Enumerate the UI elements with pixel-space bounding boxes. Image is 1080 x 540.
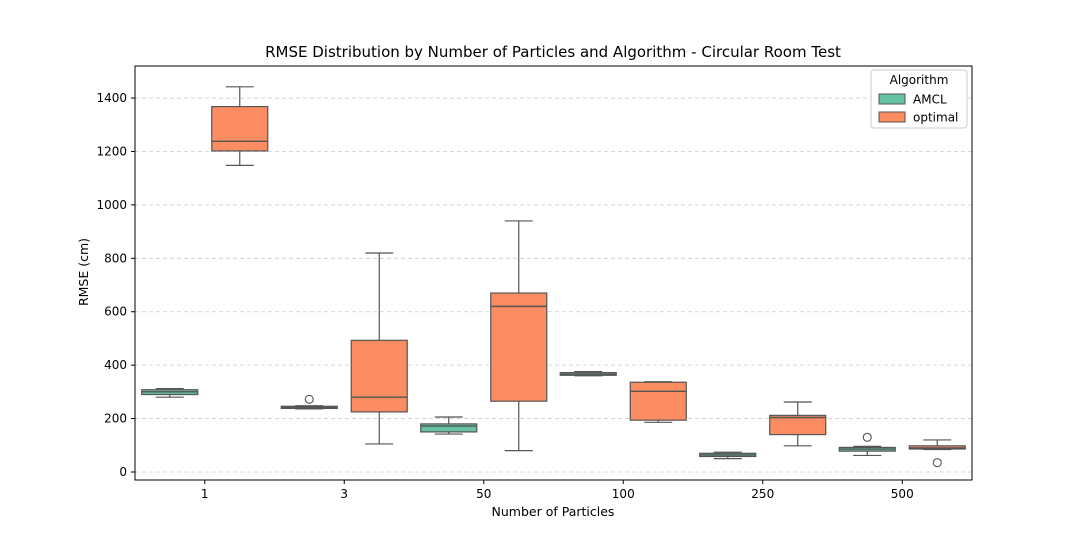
outlier-0	[304, 394, 314, 404]
outlier-0	[932, 458, 942, 468]
iqr-box	[211, 105, 269, 152]
boxes	[141, 86, 966, 468]
iqr-box	[490, 292, 548, 402]
y-tick-label-1400: 1400	[96, 91, 127, 105]
legend-title: Algorithm	[890, 73, 949, 87]
box-optimal-50	[490, 220, 548, 452]
x-tick-label-50: 50	[476, 487, 491, 501]
plot-area-frame	[134, 65, 973, 481]
x-tick-label-1: 1	[201, 487, 209, 501]
iqr-box	[420, 423, 478, 433]
box-amcl-3	[280, 394, 338, 410]
iqr-box	[769, 414, 827, 436]
y-tick-label-200: 200	[104, 412, 127, 426]
x-axis: 1 3 50 100 250 500	[201, 480, 914, 501]
box-optimal-500	[908, 439, 966, 468]
legend-swatch-optimal	[878, 111, 906, 123]
y-tick-label-600: 600	[104, 305, 127, 319]
legend-label-optimal: optimal	[913, 111, 958, 125]
y-tick-label-0: 0	[119, 465, 127, 479]
iqr-box	[350, 339, 408, 413]
iqr-box	[629, 381, 687, 421]
y-tick-label-400: 400	[104, 358, 127, 372]
y-tick-label-1000: 1000	[96, 198, 127, 212]
y-axis-label: RMSE (cm)	[76, 238, 91, 306]
box-amcl-100	[559, 370, 617, 377]
legend: Algorithm AMCL optimal	[870, 69, 968, 129]
x-tick-label-3: 3	[340, 487, 348, 501]
box-amcl-500	[838, 432, 896, 457]
box-optimal-1	[211, 86, 269, 166]
box-optimal-250	[769, 401, 827, 447]
outlier-0	[862, 432, 872, 442]
x-axis-label: Number of Particles	[492, 504, 615, 519]
box-amcl-250	[699, 451, 757, 460]
y-tick-label-800: 800	[104, 251, 127, 265]
legend-label-amcl: AMCL	[913, 93, 947, 107]
box-optimal-100	[629, 381, 687, 423]
chart-title: RMSE Distribution by Number of Particles…	[265, 43, 841, 61]
box-amcl-50	[420, 416, 478, 435]
x-tick-label-100: 100	[612, 487, 635, 501]
x-tick-label-500: 500	[891, 487, 914, 501]
y-gridlines	[135, 97, 972, 473]
y-axis: 0 200 400 600 800 1000 1200 1400	[96, 91, 135, 479]
box-optimal-3	[350, 252, 408, 445]
x-tick-label-250: 250	[751, 487, 774, 501]
y-tick-label-1200: 1200	[96, 144, 127, 158]
box-amcl-1	[141, 388, 199, 398]
legend-swatch-amcl	[878, 93, 906, 105]
